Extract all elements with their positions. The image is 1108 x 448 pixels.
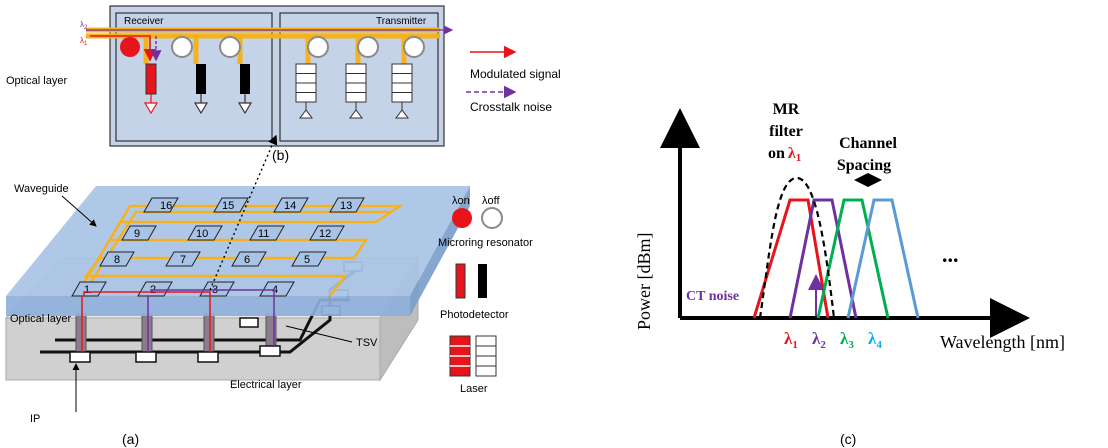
legend-crosstalk-text: Crosstalk noise bbox=[470, 100, 552, 114]
lambda-4: λ4 bbox=[868, 329, 882, 351]
mr-filter-l3: on λ1 bbox=[768, 145, 801, 164]
tsv-label: TSV bbox=[356, 337, 378, 349]
ring-off bbox=[307, 36, 329, 58]
lambda1-label: λ1 bbox=[80, 36, 88, 47]
optical-layer-detail: Receiver Transmitter λ2 λ1 bbox=[80, 5, 454, 147]
label-c: (c) bbox=[840, 431, 856, 447]
svg-text:9: 9 bbox=[134, 228, 140, 240]
channel-4 bbox=[846, 198, 920, 319]
ring-on bbox=[120, 37, 140, 57]
waveguide-pointer bbox=[61, 195, 97, 227]
channel-spacing-l1: Channel bbox=[839, 135, 897, 152]
ring-on-icon bbox=[452, 208, 472, 228]
photodetector-black-icon bbox=[478, 264, 487, 298]
y-axis-label: Power [dBm] bbox=[634, 233, 654, 331]
svg-text:7: 7 bbox=[180, 254, 186, 266]
svg-text:12: 12 bbox=[319, 228, 331, 240]
svg-text:5: 5 bbox=[304, 254, 310, 266]
mr-filter-curve bbox=[758, 176, 836, 319]
microring-label: Microring resonator bbox=[438, 237, 533, 249]
ring-off bbox=[357, 36, 379, 58]
transmitter-label: Transmitter bbox=[376, 16, 427, 27]
lambda-off-label: λoff bbox=[482, 195, 500, 207]
optical-layer-label-top: Optical layer bbox=[6, 75, 67, 87]
receiver-label: Receiver bbox=[124, 16, 164, 27]
ring-off bbox=[219, 36, 241, 58]
label-b: (b) bbox=[272, 147, 289, 163]
modulated-path bbox=[90, 35, 157, 62]
lambda-2: λ2 bbox=[812, 329, 826, 351]
photodetector-label: Photodetector bbox=[440, 309, 509, 321]
lambda-on-label: λon bbox=[452, 195, 470, 207]
svg-text:13: 13 bbox=[340, 200, 352, 212]
photodetector-red bbox=[145, 63, 157, 95]
laser-icon bbox=[449, 335, 497, 377]
svg-text:15: 15 bbox=[222, 200, 234, 212]
lambda2-label: λ2 bbox=[80, 20, 88, 31]
legend-modulated-text: Modulated signal bbox=[470, 67, 561, 81]
x-axis-label: Wavelength [nm] bbox=[940, 332, 1065, 352]
mr-filter-l1: MR bbox=[773, 101, 800, 118]
svg-text:10: 10 bbox=[196, 228, 208, 240]
channel-2 bbox=[788, 198, 858, 319]
photodetector-black bbox=[240, 64, 250, 94]
svg-text:11: 11 bbox=[258, 228, 269, 240]
ct-noise-label: CT noise bbox=[686, 289, 739, 304]
photodetector-black bbox=[196, 64, 206, 94]
laser-label: Laser bbox=[460, 383, 488, 395]
photodetector-red-icon bbox=[455, 263, 466, 299]
lambda-1: λ1 bbox=[784, 329, 798, 351]
svg-text:4: 4 bbox=[272, 284, 278, 296]
channel-3 bbox=[816, 198, 890, 319]
svg-text:8: 8 bbox=[114, 254, 120, 266]
electrical-layer-label: Electrical layer bbox=[230, 379, 302, 391]
lambda-3: λ3 bbox=[840, 329, 854, 351]
mr-filter-l2: filter bbox=[769, 123, 803, 140]
ring-off-icon bbox=[481, 207, 503, 229]
ellipsis: ... bbox=[942, 242, 959, 267]
ring-off bbox=[403, 36, 425, 58]
ring-off bbox=[171, 36, 193, 58]
channel-spacing-l2: Spacing bbox=[837, 157, 891, 174]
label-a: (a) bbox=[122, 431, 139, 447]
channel-1 bbox=[752, 198, 830, 319]
ip-label: IP bbox=[30, 413, 40, 425]
waveguide-label: Waveguide bbox=[14, 183, 69, 195]
optical-layer-label: Optical layer bbox=[10, 313, 71, 325]
tsv-pointer bbox=[285, 325, 353, 343]
svg-text:6: 6 bbox=[244, 254, 250, 266]
svg-text:1: 1 bbox=[84, 284, 90, 296]
svg-text:16: 16 bbox=[160, 200, 172, 212]
svg-text:14: 14 bbox=[284, 200, 296, 212]
spectrum-panel: Power [dBm] Wavelength [nm] CT noise MR … bbox=[634, 101, 1065, 447]
